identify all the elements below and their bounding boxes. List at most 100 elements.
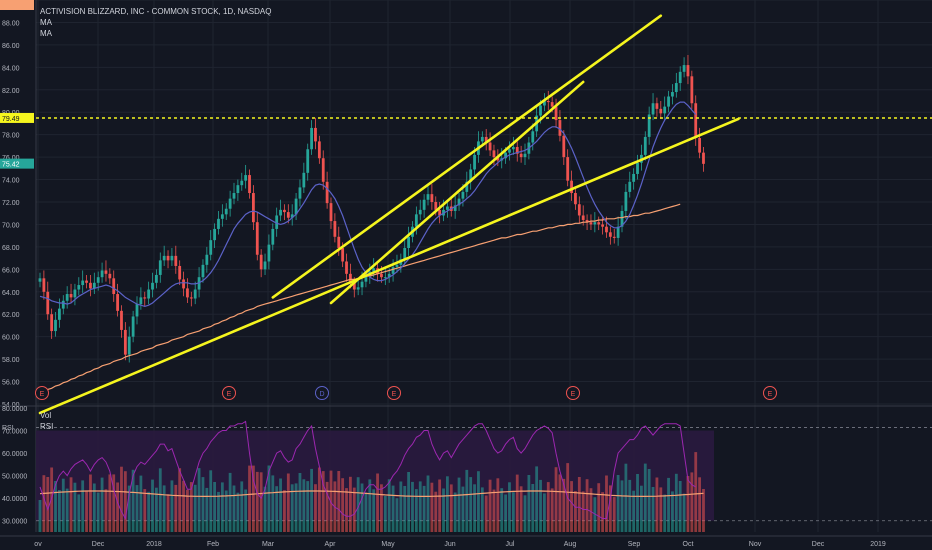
candle-body <box>543 101 546 106</box>
volume-bar <box>104 489 108 532</box>
candle-body <box>570 180 573 194</box>
volume-bar <box>252 465 255 532</box>
legend-study-ma-2[interactable]: MA <box>40 29 52 38</box>
candle <box>356 279 360 296</box>
candle <box>317 135 321 164</box>
candle <box>155 269 158 289</box>
candle <box>531 123 535 151</box>
candle <box>294 193 298 220</box>
candle <box>426 186 430 206</box>
candle-body <box>446 206 449 210</box>
event-marker-label: E <box>40 391 45 398</box>
event-marker[interactable]: E <box>387 386 401 400</box>
candle-body <box>531 131 535 143</box>
legend-rsi[interactable]: RSI <box>40 422 54 431</box>
price-tick-label: 64.00 <box>2 290 20 297</box>
legend-study-ma-1[interactable]: MA <box>40 18 52 27</box>
price-tick-label: 66.00 <box>2 267 20 274</box>
volume-bar <box>659 487 663 532</box>
candle-body <box>554 106 558 121</box>
candle-body <box>496 157 500 161</box>
candle-body <box>453 205 457 211</box>
event-marker[interactable]: E <box>35 386 49 400</box>
candle-body <box>108 273 112 279</box>
candle-body <box>566 157 570 181</box>
candle-body <box>178 265 182 280</box>
candle-body <box>678 71 682 84</box>
candle-body <box>193 289 197 299</box>
candle <box>570 170 573 201</box>
candle-body <box>81 280 85 286</box>
candle <box>508 141 511 161</box>
volume-bar <box>383 496 387 532</box>
time-tick-label: Mar <box>262 541 275 548</box>
volume-ma-line <box>39 490 704 497</box>
legend-volume[interactable]: Vol <box>40 411 52 420</box>
volume-bar <box>414 489 418 532</box>
event-marker[interactable]: E <box>566 386 580 400</box>
volume-bar <box>368 479 372 532</box>
volume-bar <box>473 484 476 532</box>
lower-tick-label: 80.0000 <box>2 406 27 413</box>
candle <box>61 295 65 315</box>
candle-body <box>100 270 104 278</box>
candle <box>147 281 151 305</box>
volume-bar <box>632 490 636 532</box>
volume-bar <box>380 484 383 532</box>
candle-body <box>682 65 686 72</box>
volume-bar <box>158 468 162 532</box>
candle <box>298 179 302 207</box>
candle-body <box>151 282 154 290</box>
volume-bar <box>220 482 224 532</box>
event-marker[interactable]: D <box>315 386 329 400</box>
volume-bar <box>667 477 670 532</box>
candle <box>597 216 601 231</box>
volume-bar <box>166 494 170 532</box>
volume-bar <box>469 477 473 532</box>
candle-body <box>690 76 694 104</box>
candle <box>612 228 616 244</box>
volume-bar <box>403 486 407 532</box>
volume-bar <box>349 476 352 532</box>
candle-body <box>333 221 337 237</box>
candle <box>178 260 182 286</box>
candle-body <box>263 261 267 270</box>
volume-bar <box>321 471 325 532</box>
candle-body <box>407 236 410 249</box>
candle-body <box>632 173 636 182</box>
candle-body <box>259 254 263 270</box>
volume-bar <box>306 481 310 532</box>
candle-body <box>643 136 647 155</box>
volume-bar <box>430 482 434 532</box>
candle <box>189 291 193 307</box>
volume-bar <box>581 491 585 532</box>
candle <box>73 283 77 306</box>
event-marker[interactable]: E <box>222 386 236 400</box>
volume-bar <box>484 495 488 532</box>
candle-body <box>457 198 461 206</box>
volume-bar <box>54 481 57 532</box>
volume-bar <box>449 484 453 532</box>
candle <box>139 287 143 310</box>
time-tick-label: 2018 <box>146 541 162 548</box>
candle-body <box>54 319 57 332</box>
candle <box>484 129 488 151</box>
candle-body <box>286 212 290 218</box>
volume-bar <box>213 482 216 532</box>
volume-bar <box>550 488 554 532</box>
price-tick-label: 68.00 <box>2 245 20 252</box>
candle <box>523 143 527 165</box>
candle-body <box>546 101 550 103</box>
candle <box>201 259 205 283</box>
candle-body <box>314 127 317 142</box>
candle-body <box>647 114 651 137</box>
event-marker[interactable]: E <box>763 386 777 400</box>
candle-body <box>469 169 473 182</box>
volume-bar <box>426 475 430 532</box>
candle-body <box>383 277 387 279</box>
candle <box>659 101 663 119</box>
volume-bar <box>655 477 659 532</box>
candle-body <box>255 222 259 255</box>
price-tick-label: 84.00 <box>2 65 20 72</box>
